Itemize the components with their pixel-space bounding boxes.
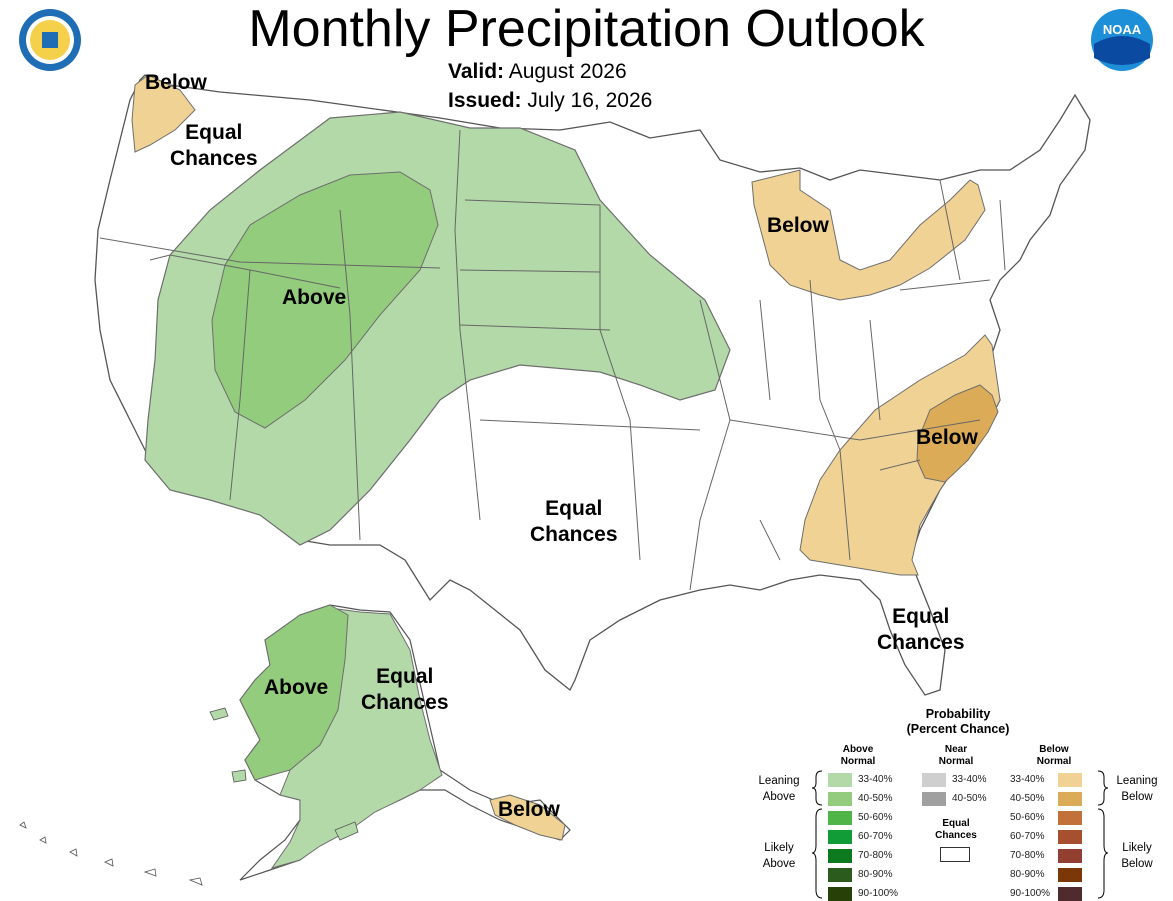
legend-above-label: 33-40% <box>858 774 893 785</box>
issued-value: July 16, 2026 <box>527 89 653 112</box>
issued-label: Issued: <box>448 89 522 112</box>
legend-below-swatch <box>1058 868 1082 882</box>
page-title: Monthly Precipitation Outlook <box>248 0 925 58</box>
legend-below-label: 33-40% <box>1010 774 1045 785</box>
legend-below-swatch <box>1058 773 1082 787</box>
legend-below-swatch <box>1058 830 1082 844</box>
legend-above-swatch <box>828 868 852 882</box>
legend-equal-swatch <box>940 847 970 862</box>
legend-above-swatch <box>828 849 852 863</box>
great-lakes-below-area <box>751 169 986 301</box>
issued-line: Issued: July 16, 2026 <box>448 89 652 113</box>
legend-above-header: Above Normal <box>840 744 876 767</box>
alaska-above-light <box>270 607 443 869</box>
noaa-logo-text: NOAA <box>1103 22 1142 37</box>
valid-line: Valid: August 2026 <box>448 60 627 84</box>
legend-braces <box>811 770 1109 899</box>
legend-below-swatch <box>1058 887 1082 901</box>
legend-above-label: 80-90% <box>858 869 893 880</box>
valid-label: Valid: <box>448 60 505 83</box>
legend-near-header: Near Normal <box>938 744 974 767</box>
legend-above-swatch <box>828 830 852 844</box>
legend-likely-above: Likely Above <box>762 842 796 870</box>
label-nw-below: Below <box>145 71 207 94</box>
alaska-southeast-below <box>489 794 566 841</box>
legend-above-label: 70-80% <box>858 850 893 861</box>
legend-near-swatch <box>922 792 946 806</box>
legend-below-label: 70-80% <box>1010 850 1045 861</box>
label-ak-below: Below <box>498 798 560 821</box>
department-of-commerce-seal <box>18 8 82 72</box>
legend-leaning-above: Leaning Above <box>758 775 800 803</box>
legend-above-swatch <box>828 773 852 787</box>
legend-above-swatch <box>828 887 852 901</box>
legend-above-label: 90-100% <box>858 888 899 899</box>
legend-above-swatch <box>828 792 852 806</box>
legend-likely-below: Likely Below <box>1121 842 1153 870</box>
legend-above-label: 50-60% <box>858 812 893 823</box>
legend-below-label: 50-60% <box>1010 812 1045 823</box>
probability-legend: Probability (Percent Chance) Above Norma… <box>748 705 1173 901</box>
label-gl-below: Below <box>767 214 829 237</box>
legend-leaning-below: Leaning Below <box>1116 775 1158 803</box>
label-nw-equal: Equal Chances <box>170 121 258 170</box>
legend-below-label: 80-90% <box>1010 869 1045 880</box>
west-above-core-area <box>211 171 439 429</box>
label-south-equal: Equal Chances <box>530 497 618 546</box>
noaa-logo: NOAA <box>1090 8 1154 72</box>
label-fl-equal: Equal Chances <box>877 605 965 654</box>
label-west-above: Above <box>282 286 347 309</box>
legend-below-swatch <box>1058 811 1082 825</box>
valid-value: August 2026 <box>508 60 627 83</box>
legend-title: Probability (Percent Chance) <box>906 707 1010 736</box>
legend-below-swatch <box>1058 792 1082 806</box>
legend-above-swatch <box>828 811 852 825</box>
legend-near-label: 40-50% <box>952 793 987 804</box>
legend-equal-header: Equal Chances <box>935 818 977 841</box>
legend-below-label: 60-70% <box>1010 831 1045 842</box>
label-ak-equal: Equal Chances <box>361 665 449 714</box>
legend-near-swatch <box>922 773 946 787</box>
legend-above-label: 60-70% <box>858 831 893 842</box>
legend-below-header: Below Normal <box>1036 744 1072 767</box>
aleutian-chain <box>19 821 203 886</box>
legend-above-label: 40-50% <box>858 793 893 804</box>
legend-below-swatch <box>1058 849 1082 863</box>
label-ak-above: Above <box>264 676 329 699</box>
label-se-below: Below <box>916 426 978 449</box>
aleutian-islands <box>209 707 359 841</box>
state-boundaries <box>99 129 1006 591</box>
northwest-below-area <box>131 74 196 153</box>
alaska-above-dark <box>239 604 349 781</box>
legend-near-label: 33-40% <box>952 774 987 785</box>
legend-below-label: 40-50% <box>1010 793 1045 804</box>
legend-below-label: 90-100% <box>1010 888 1051 899</box>
carolinas-below-area <box>916 384 999 483</box>
